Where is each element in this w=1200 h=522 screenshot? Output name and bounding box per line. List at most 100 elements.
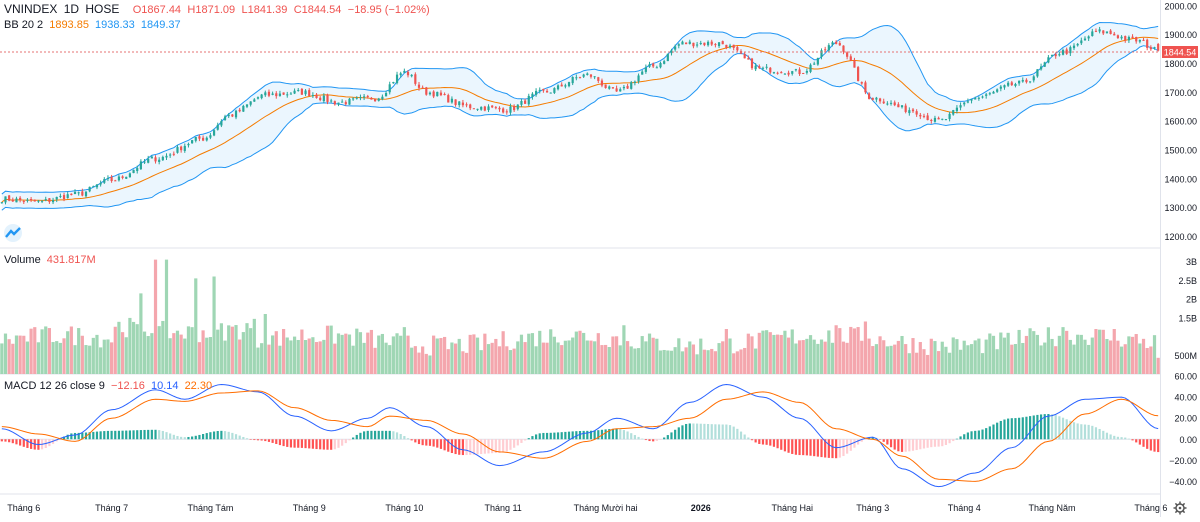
candle-body bbox=[191, 140, 194, 144]
candle-body bbox=[670, 50, 673, 54]
volume-bar bbox=[823, 341, 827, 374]
candle bbox=[1054, 52, 1057, 59]
macd-histogram-bar bbox=[114, 430, 117, 440]
volume-bar bbox=[179, 334, 183, 374]
macd-histogram-bar bbox=[597, 430, 600, 440]
volume-bar bbox=[88, 345, 92, 374]
candle bbox=[930, 118, 933, 124]
candle-body bbox=[286, 94, 289, 96]
candle bbox=[820, 48, 823, 60]
volume-bar bbox=[710, 348, 714, 374]
macd-histogram-bar bbox=[1069, 420, 1072, 440]
volume-bar bbox=[728, 338, 732, 374]
macd-histogram-bar bbox=[103, 431, 106, 440]
candle-body bbox=[853, 60, 856, 68]
volume-bar bbox=[113, 326, 117, 374]
candle-body bbox=[359, 97, 362, 99]
volume-bar bbox=[611, 336, 615, 374]
candle-body bbox=[1065, 49, 1068, 54]
candle-body bbox=[743, 54, 746, 59]
candle-body bbox=[677, 44, 680, 46]
candle-body bbox=[593, 76, 596, 78]
settings-gear-icon[interactable] bbox=[1173, 501, 1187, 515]
candle bbox=[40, 200, 44, 204]
candle bbox=[791, 70, 794, 76]
macd-histogram-bar bbox=[1109, 434, 1112, 440]
volume-bar bbox=[746, 333, 750, 374]
candle-body bbox=[384, 92, 388, 97]
candlesticks bbox=[0, 26, 1160, 205]
candle bbox=[630, 80, 633, 90]
macd-histogram-bar bbox=[1058, 416, 1061, 440]
volume-bar bbox=[285, 337, 289, 374]
bb-upper-value: 1938.33 bbox=[95, 19, 135, 31]
candle-body bbox=[663, 61, 666, 64]
candle-body bbox=[377, 98, 380, 101]
candle bbox=[531, 92, 534, 100]
candle bbox=[110, 174, 113, 183]
candle bbox=[853, 57, 856, 68]
macd-histogram-bar bbox=[959, 436, 962, 440]
candle-body bbox=[615, 88, 618, 92]
macd-histogram-bar bbox=[366, 430, 369, 440]
volume-bar bbox=[571, 337, 575, 374]
macd-histogram-bar bbox=[714, 424, 717, 440]
volume-label[interactable]: Volume bbox=[4, 254, 41, 266]
macd-histogram-bar bbox=[205, 433, 208, 440]
candle bbox=[706, 40, 710, 47]
macd-histogram-bar bbox=[835, 439, 838, 459]
volume-bar bbox=[633, 348, 637, 374]
macd-histogram-bar bbox=[223, 431, 227, 440]
candle bbox=[644, 64, 647, 74]
candle-body bbox=[245, 104, 249, 107]
volume-bar bbox=[849, 326, 853, 374]
candle bbox=[147, 155, 150, 164]
macd-label[interactable]: MACD 12 26 close 9 bbox=[4, 380, 105, 392]
candle bbox=[933, 115, 937, 123]
candle-body bbox=[19, 197, 22, 201]
candle bbox=[337, 102, 340, 107]
symbol-name[interactable]: VNINDEX bbox=[4, 2, 58, 16]
candle bbox=[597, 76, 600, 84]
candle bbox=[567, 81, 571, 88]
bb-label[interactable]: BB 20 2 bbox=[4, 19, 44, 31]
volume-bar bbox=[77, 328, 81, 374]
symbol-header[interactable]: VNINDEX 1D HOSE O1867.44 H1871.09 L1841.… bbox=[4, 3, 433, 17]
candle-body bbox=[1102, 30, 1105, 34]
volume-bar bbox=[168, 338, 172, 374]
candle bbox=[410, 74, 413, 78]
candle-body bbox=[348, 98, 351, 105]
candle bbox=[626, 83, 629, 90]
candle bbox=[425, 86, 428, 96]
macd-histogram-bar bbox=[857, 439, 860, 445]
candle-body bbox=[172, 153, 175, 155]
candle-body bbox=[633, 81, 636, 84]
bb-legend[interactable]: BB 20 2 1893.85 1938.33 1849.37 bbox=[4, 19, 184, 32]
volume-bar bbox=[58, 342, 62, 374]
macd-legend[interactable]: MACD 12 26 close 9 −12.16 10.14 22.30 bbox=[4, 380, 215, 393]
macd-histogram-bar bbox=[1098, 428, 1101, 440]
candle bbox=[187, 142, 190, 148]
volume-bar bbox=[750, 336, 754, 374]
volume-bar bbox=[44, 326, 48, 374]
candle bbox=[1021, 77, 1024, 83]
macd-histogram-bar bbox=[1102, 430, 1105, 440]
macd-histogram-bar bbox=[721, 424, 724, 440]
volume-bar bbox=[142, 331, 147, 374]
macd-histogram-bar bbox=[692, 423, 695, 440]
macd-histogram-bar bbox=[937, 439, 940, 447]
interval[interactable]: 1D bbox=[63, 2, 80, 16]
volume-legend[interactable]: Volume 431.817M bbox=[4, 254, 99, 267]
volume-bar bbox=[490, 342, 494, 374]
volume-bar bbox=[1130, 336, 1135, 374]
tradingview-logo[interactable] bbox=[4, 224, 22, 242]
volume-bar bbox=[150, 333, 154, 374]
macd-histogram-bar bbox=[66, 434, 69, 440]
volume-bar bbox=[1112, 329, 1116, 374]
candle-body bbox=[370, 97, 373, 100]
volume-bar bbox=[739, 349, 743, 374]
candle-body bbox=[55, 196, 58, 200]
candle bbox=[494, 106, 497, 110]
